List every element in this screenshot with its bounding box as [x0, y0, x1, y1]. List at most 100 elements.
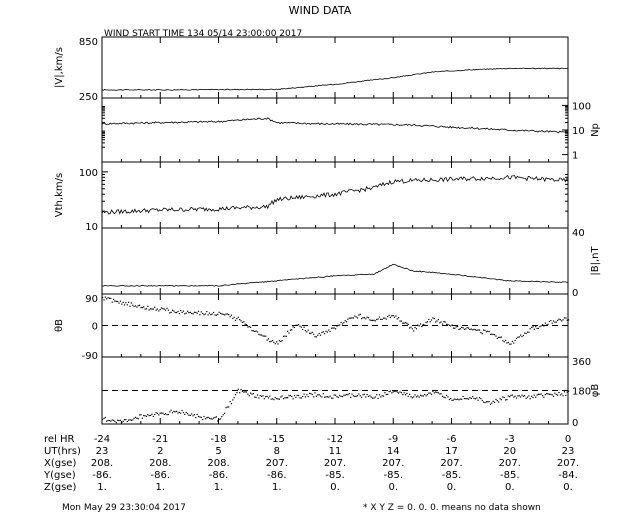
data-point: [159, 308, 161, 311]
data-point: [148, 415, 150, 417]
data-point: [532, 396, 534, 399]
data-point: [422, 323, 424, 326]
data-point: [245, 391, 248, 393]
data-point: [293, 326, 296, 329]
data-point: [346, 321, 348, 323]
data-point: [160, 412, 163, 414]
data-point: [505, 399, 507, 401]
data-point: [302, 395, 304, 397]
x-row-value: 17: [445, 446, 458, 457]
data-point: [252, 330, 254, 332]
data-point: [529, 398, 531, 400]
data-point: [282, 398, 285, 400]
data-point: [369, 319, 371, 321]
data-point: [195, 417, 197, 419]
data-point: [108, 297, 111, 299]
data-point: [339, 394, 341, 397]
data-point: [326, 396, 328, 398]
data-point: [222, 414, 224, 416]
data-point: [510, 343, 512, 345]
data-point: [272, 340, 274, 342]
x-row-value: -18: [210, 434, 226, 445]
data-point: [413, 396, 415, 398]
data-point: [321, 396, 323, 398]
data-point: [226, 313, 228, 315]
data-point: [136, 306, 138, 308]
data-point: [457, 326, 459, 328]
x-row-value: 1.: [214, 482, 224, 493]
data-point: [104, 416, 106, 419]
data-point: [535, 396, 537, 398]
data-point: [483, 329, 485, 331]
data-point: [561, 393, 563, 395]
data-point: [215, 416, 217, 418]
data-point: [494, 334, 496, 336]
data-point: [509, 343, 511, 345]
data-point: [409, 393, 411, 395]
data-point: [446, 394, 448, 396]
data-point: [372, 319, 374, 321]
data-point: [304, 330, 306, 332]
panel-frame: [101, 161, 569, 229]
data-point: [328, 329, 330, 331]
data-point: [136, 417, 138, 419]
data-point: [126, 304, 128, 306]
data-point: [544, 394, 546, 396]
data-point: [288, 332, 290, 334]
data-point: [511, 394, 513, 396]
data-point: [228, 314, 230, 316]
data-point: [113, 298, 115, 300]
data-point: [521, 394, 523, 396]
data-point: [406, 392, 408, 394]
data-point: [518, 395, 520, 397]
data-point: [462, 395, 464, 398]
data-point: [123, 304, 126, 306]
data-point: [191, 312, 193, 315]
data-point: [459, 398, 461, 400]
data-point: [348, 317, 350, 319]
data-point: [310, 393, 312, 395]
data-point: [378, 394, 381, 396]
data-point: [520, 334, 522, 336]
data-point: [143, 306, 145, 308]
data-point: [447, 396, 449, 398]
data-point: [356, 395, 359, 397]
data-point: [396, 391, 398, 393]
data-point: [462, 327, 464, 329]
data-point: [388, 314, 390, 316]
data-point: [500, 336, 502, 338]
data-point: [150, 308, 152, 310]
data-point: [337, 324, 339, 326]
data-point: [435, 391, 437, 393]
data-point: [202, 312, 204, 315]
data-point: [365, 318, 367, 320]
data-point: [218, 418, 220, 420]
x-row-value: 207.: [266, 458, 288, 469]
data-point: [256, 394, 259, 396]
data-point: [111, 301, 113, 303]
data-point: [513, 396, 515, 398]
data-point: [502, 340, 504, 342]
data-point: [404, 322, 407, 324]
data-point: [465, 398, 467, 400]
data-point: [245, 324, 248, 326]
x-row-value: -86.: [267, 470, 287, 481]
data-point: [466, 327, 468, 329]
data-point: [219, 418, 222, 420]
data-point: [554, 321, 556, 323]
x-row-value: 208.: [149, 458, 171, 469]
data-point: [514, 395, 516, 397]
data-point: [303, 393, 305, 395]
data-point: [277, 398, 279, 400]
x-row-label: Y(gse): [43, 470, 76, 481]
data-point: [439, 393, 441, 395]
data-point: [568, 390, 570, 392]
data-point: [329, 395, 331, 397]
data-point: [414, 327, 416, 329]
data-point: [214, 416, 216, 418]
x-row-label: X(gse): [44, 458, 76, 469]
data-point: [303, 326, 305, 328]
data-point: [125, 302, 127, 304]
data-point: [239, 319, 241, 321]
data-point: [208, 312, 211, 314]
